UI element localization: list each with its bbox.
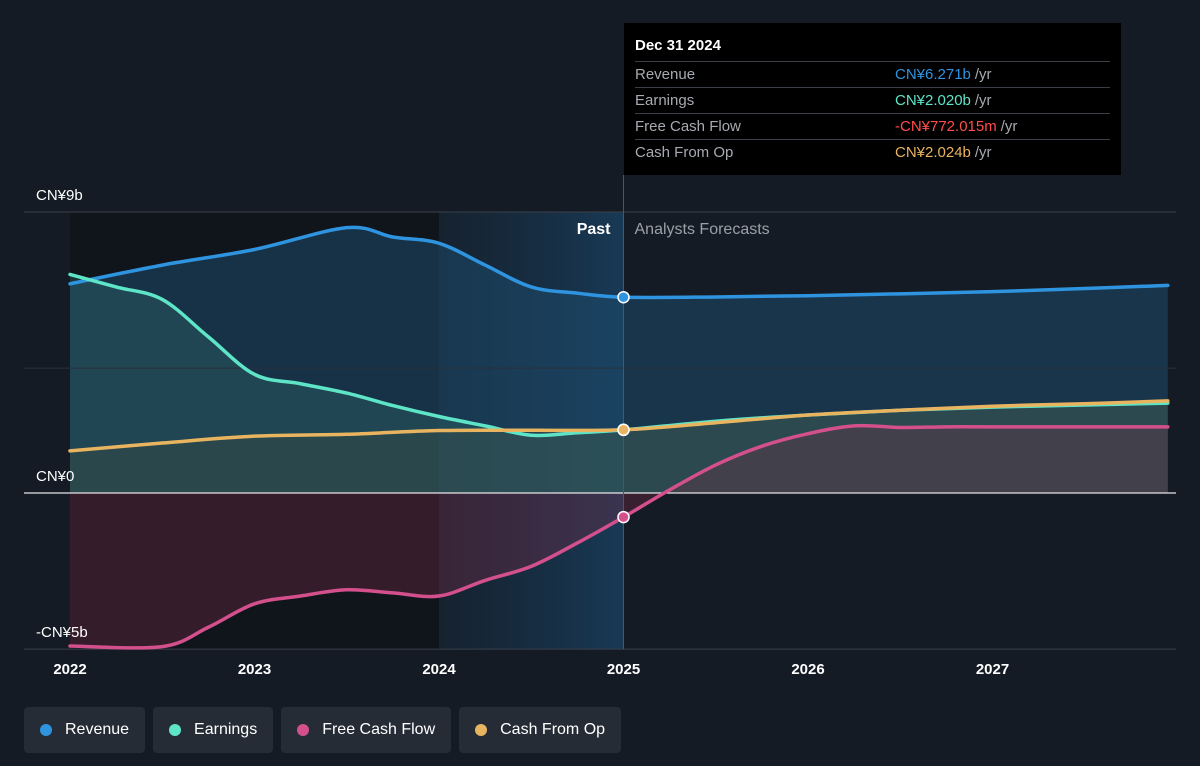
legend-label: Free Cash Flow [322,721,436,738]
y-tick-label: CN¥0 [36,468,74,485]
tooltip-row-value: -CN¥772.015m [895,118,997,135]
marker-free-cash-flow [617,510,630,524]
legend-label: Cash From Op [500,721,606,738]
legend-dot-icon [169,724,182,736]
tooltip-row-value: CN¥6.271b [895,66,971,83]
tooltip-row-value: CN¥2.020b [895,92,971,109]
tooltip-row: Revenue CN¥6.271b/yr [635,61,1110,87]
legend-item-earnings[interactable]: Earnings [153,707,274,753]
legend-item-free-cash-flow[interactable]: Free Cash Flow [281,707,452,753]
marker-revenue [617,290,630,304]
x-tick-label: 2026 [791,661,824,678]
tooltip: Dec 31 2024 Revenue CN¥6.271b/yr Earnings C… [624,23,1121,175]
legend-dot-icon [40,724,52,736]
legend-dot-icon [297,724,310,736]
x-tick-label: 2027 [976,661,1009,678]
forecast-label: Analysts Forecasts [635,221,770,238]
x-tick-label: 2022 [53,661,86,678]
y-tick-label: -CN¥5b [36,624,88,641]
tooltip-row-unit: /yr [974,66,992,83]
legend-label: Earnings [194,721,258,738]
tooltip-row-unit: /yr [974,92,992,109]
tooltip-row-label: Revenue [635,66,696,83]
legend-dot-icon [475,724,488,736]
x-tick-label: 2024 [422,661,456,678]
series-line-free-cash-flow [68,423,1170,650]
tooltip-row: Free Cash Flow -CN¥772.015m/yr [635,113,1110,139]
tooltip-date: Dec 31 2024 [635,37,721,54]
tooltip-row-unit: /yr [1000,118,1018,135]
series-line-revenue [68,225,1170,300]
legend-label: Revenue [65,721,130,738]
tooltip-row: Cash From Op CN¥2.024b/yr [635,139,1110,165]
area-earnings [70,274,1168,493]
marker-cash-from-op [617,423,630,437]
legend-item-cash-from-op[interactable]: Cash From Op [459,707,622,753]
area-free-cash-flow [70,425,1168,648]
y-tick-label: CN¥9b [36,187,83,204]
legend-item-revenue[interactable]: Revenue [24,707,146,753]
tooltip-row-label: Earnings [635,92,695,109]
x-tick-label: 2023 [238,661,271,678]
x-tick-label: 2025 [607,661,640,678]
chart: CN¥9b CN¥0 -CN¥5b 2022 2023 2024 2025 2026 2027 P… [24,175,1176,678]
legend: Revenue Earnings Free Cash Flow Cash From O… [24,707,622,753]
tooltip-row-label: Cash From Op [635,144,734,161]
area-cash-from-op [70,400,1168,493]
tooltip-row-value: CN¥2.024b [895,144,971,161]
tooltip-row-label: Free Cash Flow [635,118,741,135]
tooltip-row-unit: /yr [974,144,992,161]
past-label: Past [577,221,611,238]
tooltip-row: Earnings CN¥2.020b/yr [635,87,1110,113]
